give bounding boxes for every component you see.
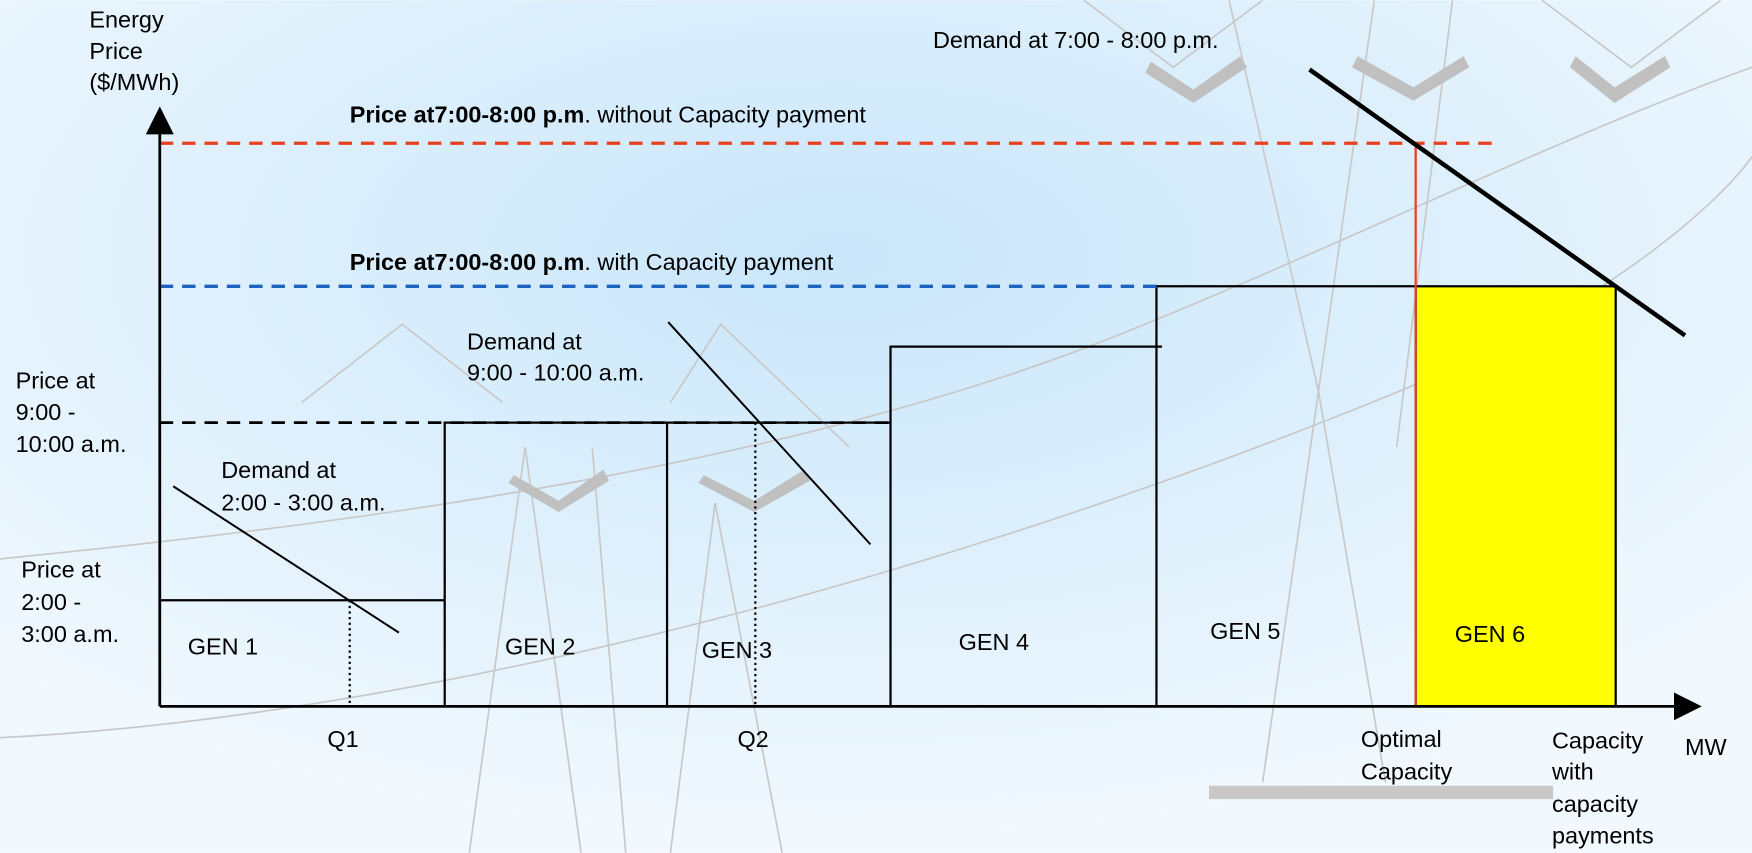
generator-label: GEN 5 [1210, 618, 1280, 644]
price-morning-label: 9:00 - [16, 399, 76, 425]
capacity-payments-label: payments [1552, 822, 1654, 848]
capacity-payments-label: capacity [1552, 791, 1638, 817]
demand-evening-curve [1308, 67, 1687, 338]
capacity-payments-label: Capacity [1552, 727, 1644, 753]
label-rest: . without Capacity payment [584, 102, 866, 128]
y-axis-label: Price [89, 38, 142, 64]
x-axis-label: MW [1685, 734, 1728, 760]
price-night-label: 3:00 a.m. [21, 621, 119, 647]
supply-stack [159, 285, 1416, 707]
demand-night-label: Demand at [221, 457, 336, 483]
gen6-block [1414, 285, 1617, 708]
capacity-payments-label: with [1551, 759, 1594, 785]
insulators [508, 56, 1671, 512]
y-axis-label: Energy [89, 7, 164, 33]
price-morning-label: 10:00 a.m. [16, 431, 127, 457]
demand-night-label: 2:00 - 3:00 a.m. [221, 489, 385, 515]
label-bold: Price at7:00-8:00 p.m [350, 249, 585, 275]
demand-morning-curve [667, 321, 872, 546]
y-axis-label: ($/MWh) [89, 69, 179, 95]
demand-morning-label: Demand at [467, 328, 582, 354]
price-night-label: Price at [21, 556, 101, 582]
optimal-capacity-label: Capacity [1361, 759, 1453, 785]
generator-label: GEN 3 [702, 637, 772, 663]
price-night-label: 2:00 - [21, 589, 81, 615]
label-rest: . with Capacity payment [584, 249, 833, 275]
quantity-label: Q2 [737, 726, 768, 752]
price-with-label: Price at7:00-8:00 p.m. with Capacity pay… [350, 249, 834, 275]
generator-label: GEN 6 [1455, 621, 1525, 647]
price-morning-label: Price at [16, 368, 96, 394]
demand-morning-label: 9:00 - 10:00 a.m. [467, 360, 644, 386]
price-without-label: Price at7:00-8:00 p.m. without Capacity … [350, 102, 867, 128]
quantity-label: Q1 [327, 726, 358, 752]
optimal-capacity-label: Optimal [1361, 726, 1442, 752]
generator-label: GEN 1 [188, 633, 258, 659]
label-bold: Price at7:00-8:00 p.m [350, 102, 585, 128]
demand-evening-label: Demand at 7:00 - 8:00 p.m. [933, 27, 1219, 53]
generator-label: GEN 2 [505, 633, 575, 659]
generator-label: GEN 4 [959, 629, 1029, 655]
demand-night-curve [172, 485, 400, 634]
